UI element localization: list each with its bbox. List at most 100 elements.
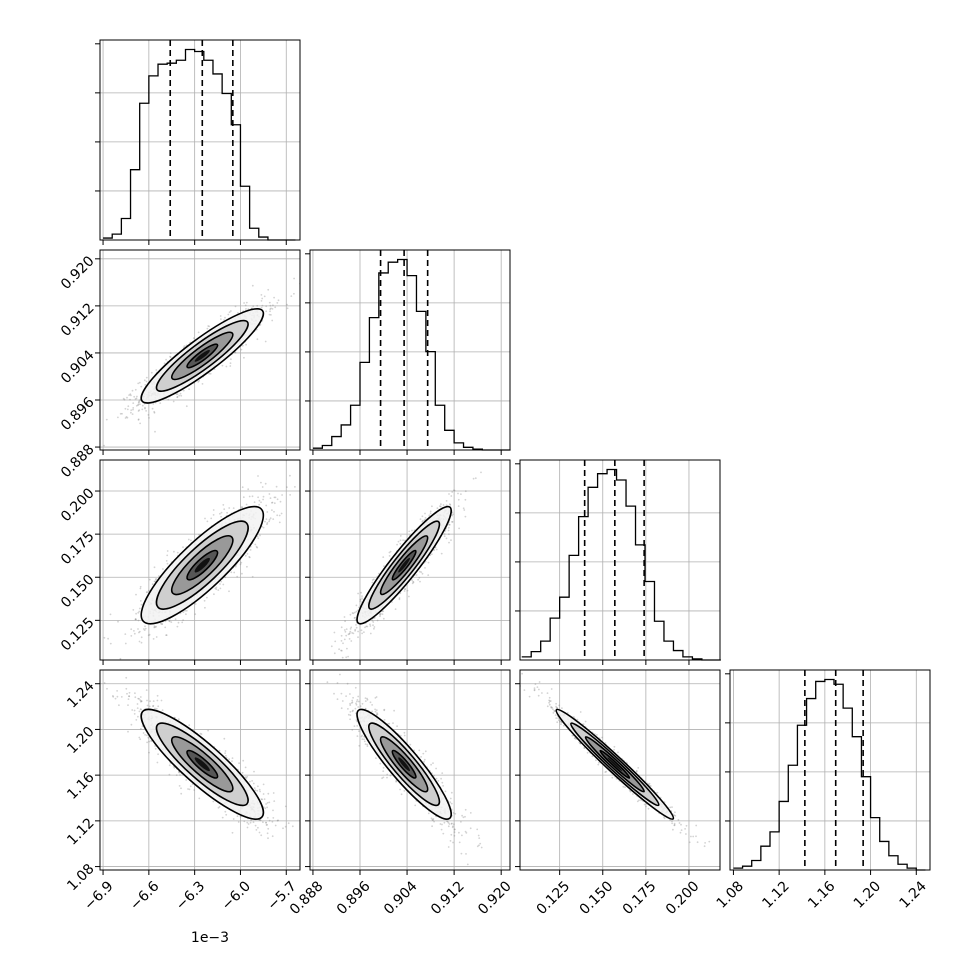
scatter-point	[346, 647, 348, 650]
scatter-point	[649, 785, 652, 787]
scatter-point	[168, 620, 171, 623]
scatter-panel-1-0	[78, 249, 301, 455]
scatter-point	[255, 829, 258, 831]
scatter-point	[601, 736, 603, 739]
scatter-point	[208, 325, 211, 328]
scatter-point	[262, 526, 265, 529]
scatter-point	[267, 288, 270, 291]
scatter-point	[231, 831, 234, 834]
scatter-point	[458, 841, 461, 844]
scatter-point	[291, 825, 294, 828]
scatter-point	[372, 624, 374, 627]
scatter-point	[343, 616, 346, 618]
scatter-point	[286, 303, 288, 306]
scatter-point	[541, 692, 543, 694]
scatter-point	[111, 667, 113, 669]
scatter-point	[340, 626, 343, 629]
scatter-point	[176, 396, 179, 398]
scatter-point	[617, 751, 619, 754]
scatter-point	[141, 404, 144, 407]
scatter-point	[251, 495, 254, 498]
scatter-point	[430, 553, 433, 555]
scatter-point	[430, 763, 432, 766]
scatter-point	[357, 636, 359, 639]
scatter-point	[153, 626, 156, 629]
scatter-point	[366, 625, 369, 628]
scatter-point	[262, 821, 264, 824]
scatter-point	[200, 733, 203, 735]
histogram-step-line	[733, 678, 926, 871]
scatter-point	[462, 816, 465, 819]
scatter-point	[130, 723, 133, 726]
scatter-point	[464, 515, 467, 518]
x-tick-label: 1.08	[714, 878, 747, 911]
scatter-point	[256, 304, 259, 307]
scatter-point	[440, 828, 443, 831]
scatter-point	[241, 572, 243, 575]
scatter-point	[423, 518, 426, 521]
scatter-point	[258, 503, 261, 506]
scatter-point	[454, 812, 457, 815]
scatter-point	[269, 304, 272, 307]
scatter-point	[146, 734, 148, 737]
scatter-point	[674, 814, 677, 817]
scatter-point	[265, 803, 267, 805]
scatter-point	[419, 570, 421, 573]
scatter-point	[197, 331, 200, 334]
scatter-point	[464, 830, 467, 833]
scatter-point	[151, 407, 154, 410]
scatter-point	[446, 820, 448, 823]
scatter-point	[260, 481, 262, 484]
scatter-point	[178, 771, 181, 774]
scatter-point	[347, 713, 350, 716]
histogram-step-line	[312, 258, 511, 451]
scatter-point	[222, 583, 225, 586]
scatter-point	[419, 518, 422, 521]
scatter-point	[259, 790, 261, 793]
scatter-point	[369, 701, 372, 704]
scatter-point	[440, 777, 442, 780]
scatter-point	[161, 623, 164, 625]
scatter-point	[159, 402, 162, 404]
x-tick-label: 0.920	[475, 878, 515, 918]
scatter-point	[418, 749, 421, 752]
scatter-point	[349, 702, 351, 705]
scatter-point	[445, 504, 448, 507]
scatter-point	[128, 394, 131, 396]
scatter-point	[220, 511, 223, 514]
scatter-point	[338, 648, 340, 651]
scatter-point	[685, 833, 687, 835]
scatter-point	[480, 471, 482, 474]
scatter-point	[703, 845, 706, 848]
scatter-point	[583, 747, 586, 749]
scatter-point	[133, 713, 136, 715]
scatter-point	[78, 436, 80, 438]
scatter-point	[256, 789, 259, 792]
scatter-point	[219, 583, 221, 585]
scatter-point	[573, 737, 576, 740]
scatter-point	[352, 612, 355, 615]
scatter-point	[266, 511, 269, 513]
scatter-point	[251, 284, 254, 287]
scatter-point	[394, 608, 397, 610]
y-tick-label: 0.200	[58, 485, 98, 525]
scatter-point	[266, 816, 269, 819]
scatter-point	[537, 694, 540, 697]
scatter-point	[125, 687, 128, 690]
scatter-point	[248, 556, 251, 558]
scatter-point	[228, 758, 231, 761]
scatter-point	[146, 591, 149, 593]
scatter-point	[366, 697, 368, 700]
scatter-point	[290, 295, 293, 297]
scatter-point	[359, 598, 362, 601]
scatter-point	[447, 846, 450, 848]
scatter-point	[269, 310, 271, 313]
scatter-point	[378, 613, 381, 615]
scatter-point	[382, 766, 385, 769]
scatter-point	[450, 802, 453, 805]
scatter-point	[690, 835, 692, 838]
scatter-point	[421, 572, 424, 575]
scatter-point	[117, 620, 119, 623]
scatter-point	[260, 501, 262, 504]
axes-frame	[99, 669, 301, 871]
